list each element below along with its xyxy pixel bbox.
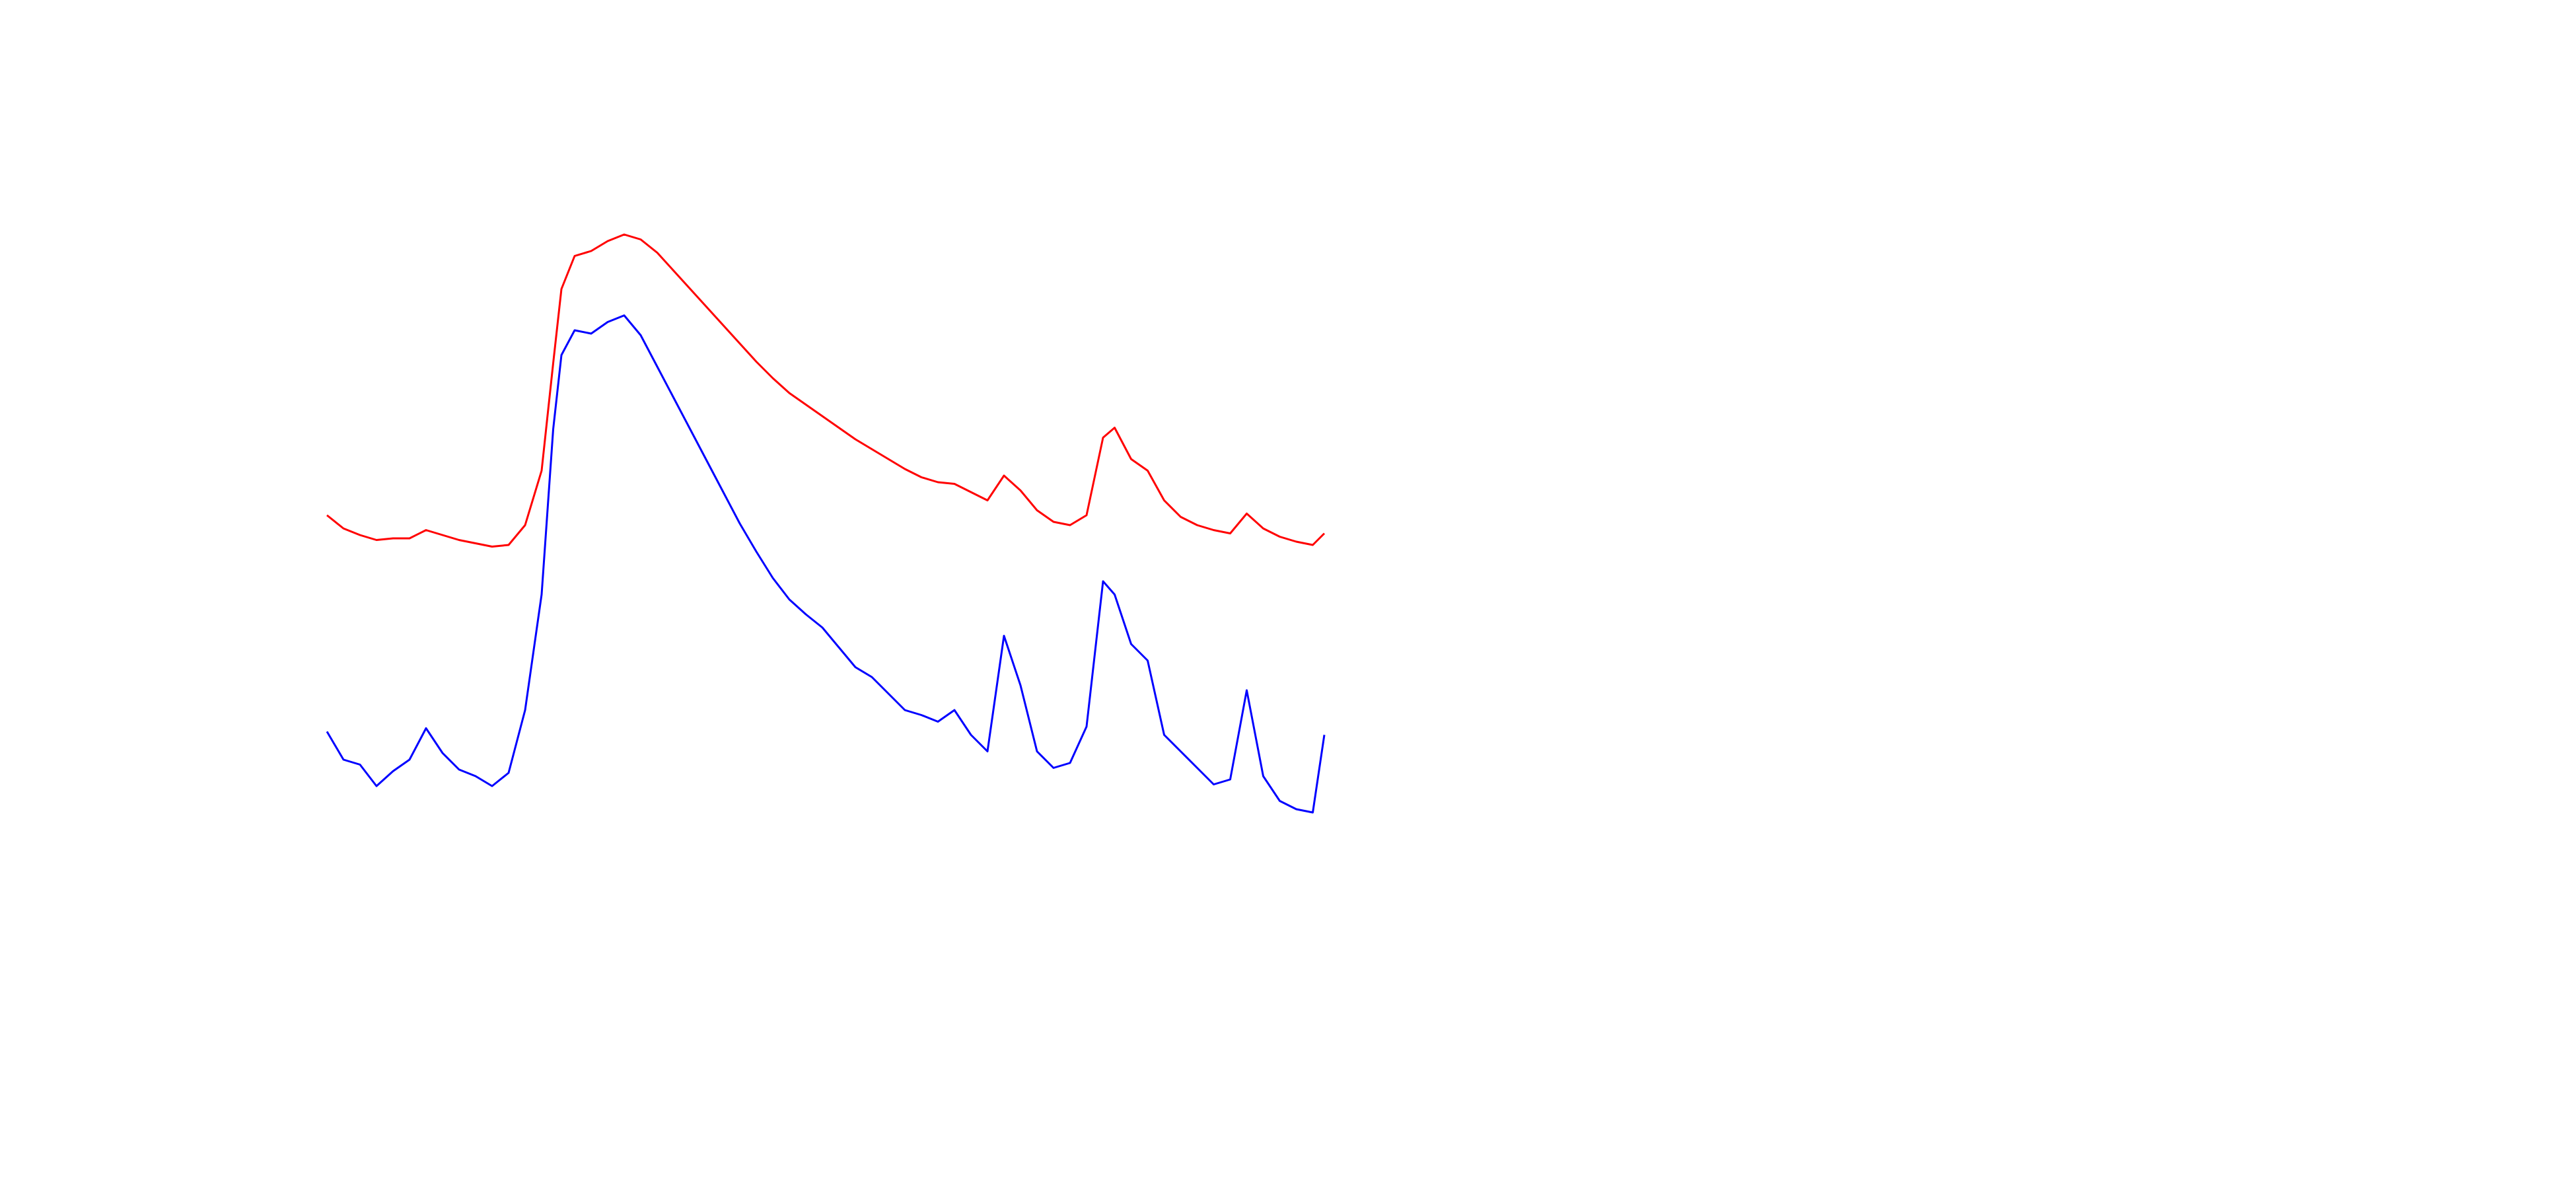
line [326, 233, 1326, 548]
line [326, 314, 1326, 814]
